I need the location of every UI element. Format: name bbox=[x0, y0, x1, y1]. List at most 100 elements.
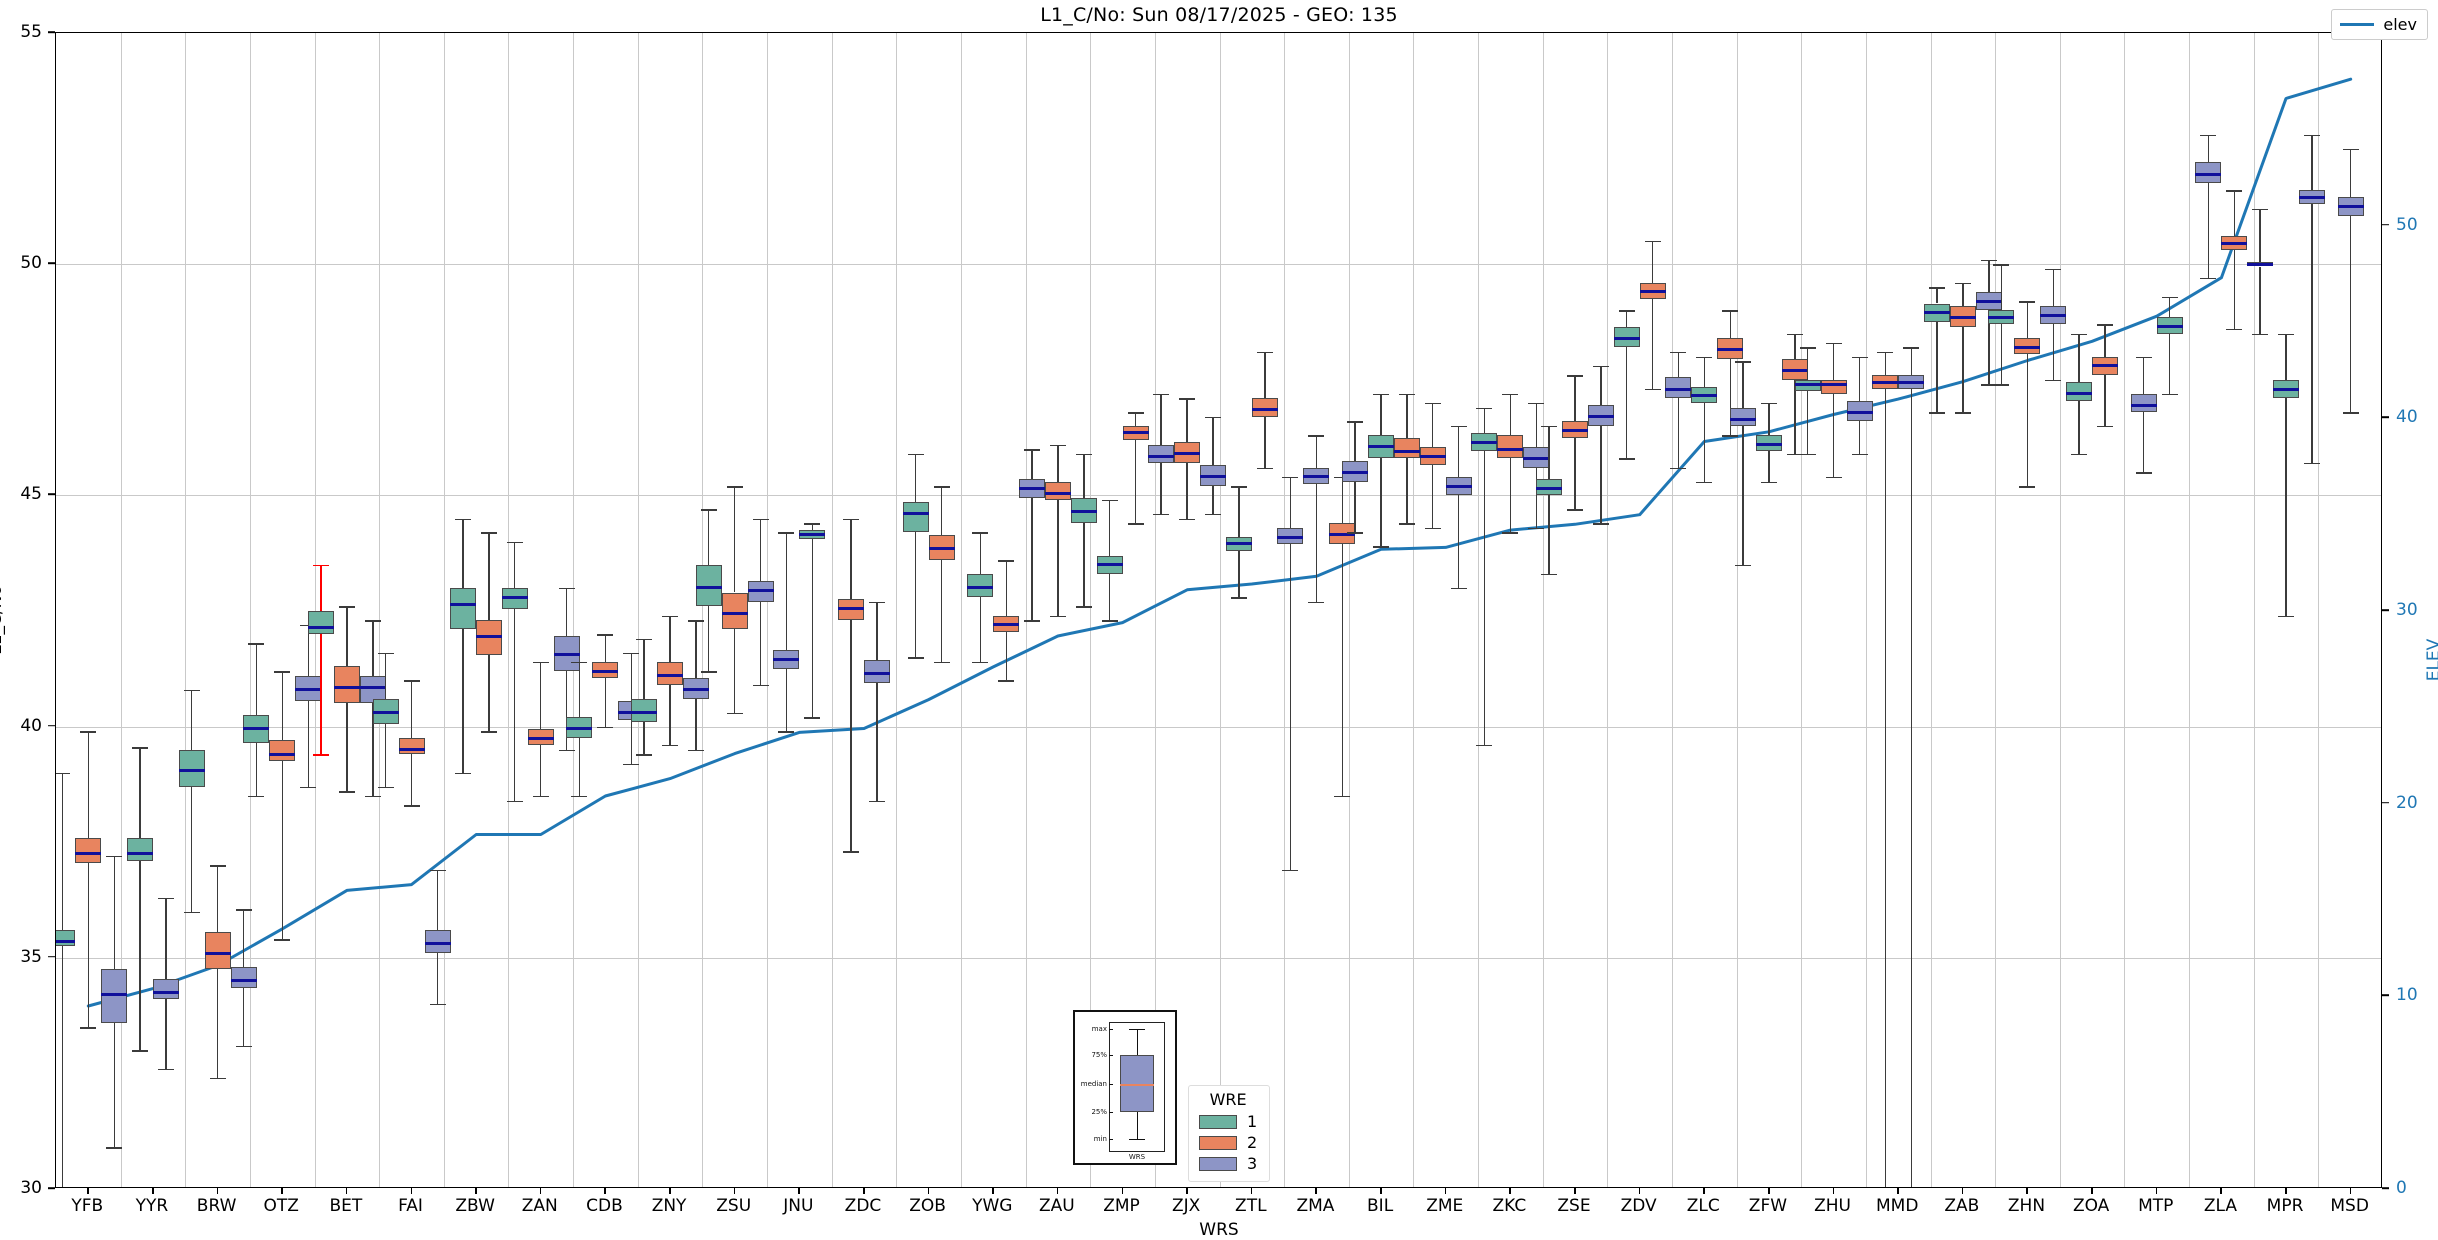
inset-frame bbox=[1109, 1022, 1165, 1152]
gridline-vertical bbox=[573, 33, 575, 1187]
x-axis-tick bbox=[1638, 1188, 1641, 1194]
y-axis-tick bbox=[48, 956, 55, 958]
y2-axis-tick bbox=[2382, 994, 2389, 997]
x-axis-tick bbox=[1897, 1188, 1899, 1194]
x-axis-tick-label-zlc: ZLC bbox=[1686, 1196, 1720, 1216]
x-axis-tick-label-bil: BIL bbox=[1367, 1196, 1394, 1216]
wre-legend-label: 2 bbox=[1247, 1133, 1258, 1152]
y2-axis-tick bbox=[2382, 223, 2389, 226]
y-axis-tick-label: 35 bbox=[20, 946, 42, 967]
inset-label-median: median bbox=[1080, 1080, 1107, 1088]
gridline-vertical bbox=[1736, 33, 1738, 1187]
x-axis-tick-label-msd: MSD bbox=[2330, 1196, 2369, 1216]
x-axis-tick-label-cdb: CDB bbox=[586, 1196, 623, 1216]
y-axis-tick-label: 40 bbox=[20, 715, 42, 736]
inset-cap-max bbox=[1129, 1029, 1145, 1030]
x-axis-tick-label-zsu: ZSU bbox=[716, 1196, 752, 1216]
gridline-vertical bbox=[1219, 33, 1221, 1187]
gridline-vertical bbox=[1284, 33, 1286, 1187]
x-axis-tick-label-mmd: MMD bbox=[1875, 1196, 1919, 1216]
x-axis-tick bbox=[1509, 1188, 1511, 1194]
gridline-vertical bbox=[249, 33, 251, 1187]
x-axis-tick bbox=[2026, 1188, 2029, 1194]
gridline-vertical bbox=[1801, 33, 1803, 1187]
wre-legend-item-3[interactable]: 3 bbox=[1199, 1154, 1257, 1173]
gridline-vertical bbox=[2059, 33, 2061, 1187]
x-axis-tick bbox=[281, 1188, 283, 1194]
wre-legend-swatch bbox=[1199, 1135, 1237, 1150]
x-axis-tick-label-zfw: ZFW bbox=[1748, 1196, 1788, 1216]
wre-legend-label: 3 bbox=[1247, 1154, 1258, 1173]
gridline-vertical bbox=[831, 33, 833, 1187]
x-axis-tick bbox=[87, 1188, 89, 1194]
inset-xlabel: WRS bbox=[1128, 1153, 1146, 1161]
gridline-vertical bbox=[702, 33, 704, 1187]
x-axis-tick bbox=[1250, 1188, 1253, 1194]
gridline-horizontal bbox=[56, 957, 2381, 959]
x-axis-tick-label-ywg: YWG bbox=[972, 1196, 1013, 1216]
x-axis-tick-label-zme: ZME bbox=[1426, 1196, 1464, 1216]
x-axis-tick bbox=[151, 1188, 154, 1194]
x-axis-tick bbox=[1444, 1188, 1447, 1194]
y2-axis-tick-label: 40 bbox=[2396, 407, 2418, 428]
x-axis-tick-label-zny: ZNY bbox=[651, 1196, 687, 1216]
y-axis-tick-label: 50 bbox=[20, 253, 42, 274]
gridline-vertical bbox=[2189, 33, 2191, 1187]
x-axis-tick bbox=[1703, 1188, 1705, 1194]
gridline-vertical bbox=[1930, 33, 1932, 1187]
x-axis-tick-label-yfb: YFB bbox=[71, 1196, 104, 1216]
x-axis-tick-label-zma: ZMA bbox=[1296, 1196, 1335, 1216]
x-axis-tick bbox=[733, 1188, 736, 1194]
wre-legend-item-1[interactable]: 1 bbox=[1199, 1112, 1257, 1131]
y-axis-tick-label: 30 bbox=[20, 1178, 42, 1198]
x-axis-tick-label-zau: ZAU bbox=[1039, 1196, 1075, 1216]
gridline-vertical bbox=[1348, 33, 1350, 1187]
y-axis-tick-label: 45 bbox=[20, 484, 42, 505]
gridline-vertical bbox=[960, 33, 962, 1187]
x-axis-tick-label-otz: OTZ bbox=[263, 1196, 299, 1216]
wre-legend-label: 1 bbox=[1247, 1112, 1258, 1131]
gridline-horizontal bbox=[56, 726, 2381, 728]
inset-median-line bbox=[1120, 1084, 1154, 1086]
x-axis-tick bbox=[1832, 1188, 1835, 1194]
wre-legend[interactable]: WRE 1 2 3 bbox=[1188, 1085, 1271, 1182]
y2-axis-tick bbox=[2382, 801, 2389, 804]
inset-tick bbox=[1109, 1084, 1113, 1085]
gridline-vertical bbox=[2253, 33, 2255, 1187]
x-axis-tick-label-zse: ZSE bbox=[1557, 1196, 1591, 1216]
y2-axis-tick bbox=[2382, 609, 2389, 611]
y2-axis-tick-label: 50 bbox=[2396, 214, 2418, 235]
x-axis-tick-label-zkc: ZKC bbox=[1492, 1196, 1527, 1216]
x-axis-tick bbox=[604, 1188, 607, 1194]
x-axis-tick bbox=[1767, 1188, 1770, 1194]
x-axis-tick-label-brw: BRW bbox=[196, 1196, 237, 1216]
x-axis-label: WRS bbox=[1199, 1220, 1239, 1240]
gridline-vertical bbox=[2124, 33, 2126, 1187]
y-axis-tick bbox=[48, 1187, 55, 1189]
x-axis-tick bbox=[2220, 1188, 2222, 1194]
y2-axis-tick bbox=[2382, 1187, 2389, 1189]
gridline-vertical bbox=[443, 33, 445, 1187]
y2-axis-label: ELEV bbox=[2424, 638, 2438, 682]
elevation-legend[interactable]: elev bbox=[2331, 9, 2428, 40]
gridline-vertical bbox=[379, 33, 381, 1187]
x-axis-tick-label-zbw: ZBW bbox=[455, 1196, 495, 1216]
x-axis-tick bbox=[410, 1188, 413, 1194]
x-axis-tick-label-zan: ZAN bbox=[521, 1196, 558, 1216]
gridline-horizontal bbox=[56, 264, 2381, 266]
wre-legend-swatch bbox=[1199, 1156, 1237, 1171]
gridline-vertical bbox=[1090, 33, 1092, 1187]
inset-tick bbox=[1109, 1055, 1113, 1056]
x-axis-tick bbox=[1186, 1188, 1188, 1194]
gridline-vertical bbox=[120, 33, 122, 1187]
inset-label-25pct: 25% bbox=[1091, 1108, 1107, 1116]
x-axis-tick-label-zla: ZLA bbox=[2203, 1196, 2237, 1216]
elevation-line-series bbox=[86, 77, 2353, 1008]
x-axis-tick-label-jnu: JNU bbox=[783, 1196, 814, 1216]
x-axis-tick bbox=[1315, 1188, 1318, 1194]
gridline-vertical bbox=[1671, 33, 1673, 1187]
wre-legend-item-2[interactable]: 2 bbox=[1199, 1133, 1257, 1152]
x-axis-tick-label-zhu: ZHU bbox=[1814, 1196, 1851, 1216]
y-axis-tick bbox=[48, 31, 55, 33]
x-axis-tick bbox=[2155, 1188, 2158, 1194]
